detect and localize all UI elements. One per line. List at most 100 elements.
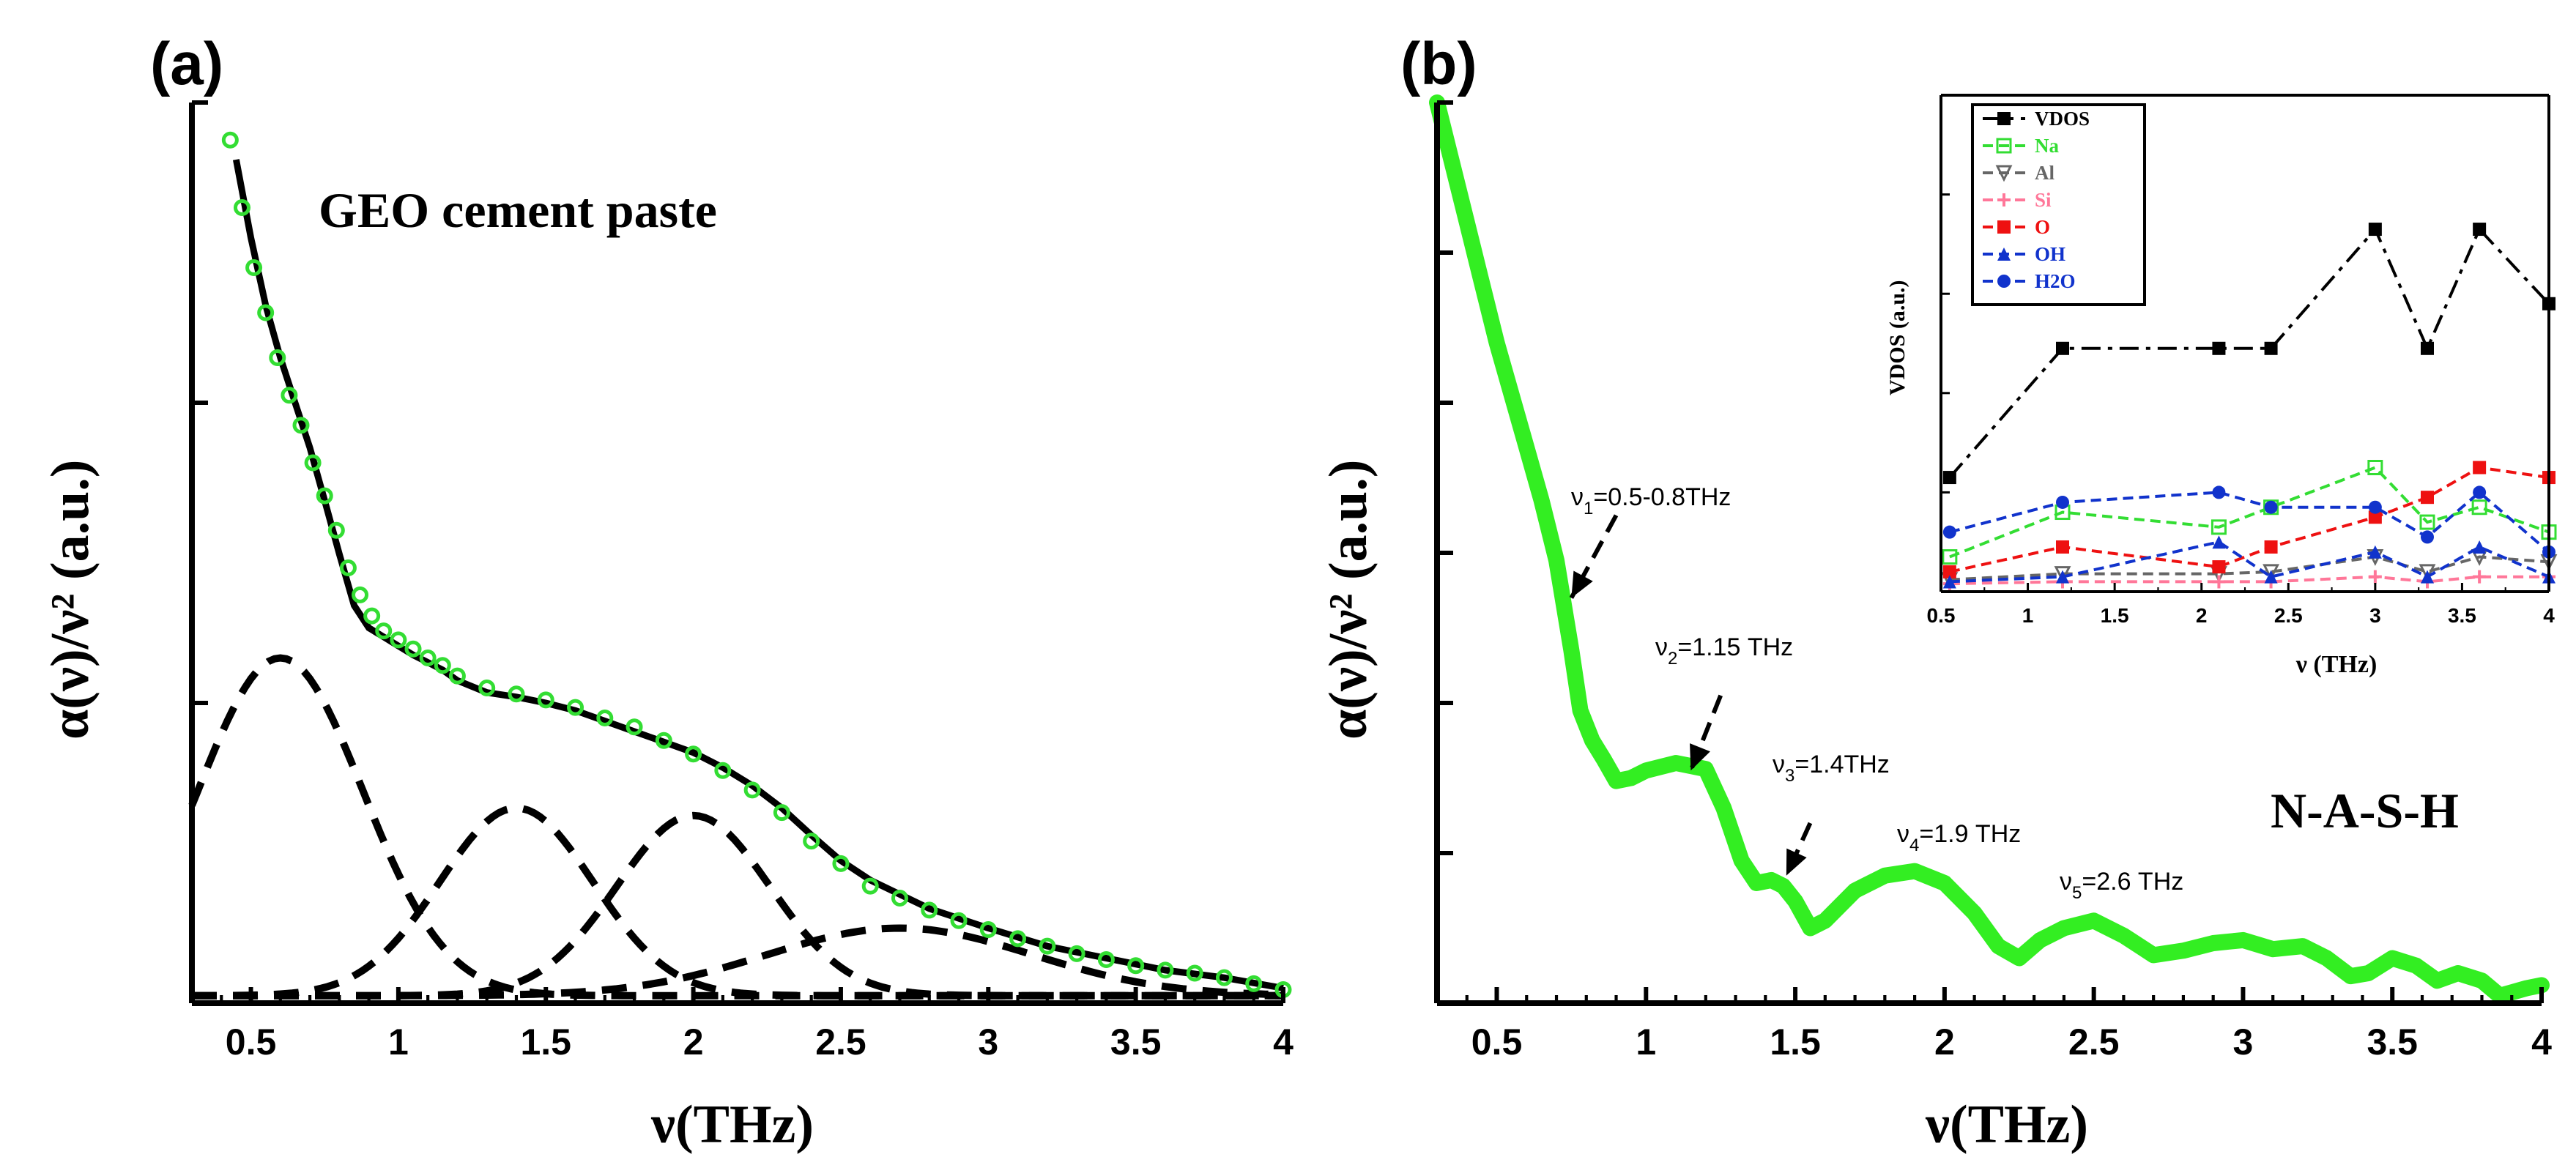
- experimental-point: [1127, 957, 1145, 975]
- experimental-point: [281, 387, 298, 404]
- inset-line-vdos: [1948, 226, 2550, 479]
- chart-title: N-A-S-H: [2271, 783, 2459, 838]
- experimental-point: [861, 877, 879, 895]
- component-curve-peak-4: [192, 924, 1284, 1000]
- x-tick-label: 0.5: [226, 1021, 277, 1063]
- inset-series-group: [1941, 223, 2558, 591]
- experimental-point: [257, 304, 275, 321]
- inset-line-h2o: [1949, 490, 2550, 554]
- experimental-point: [743, 781, 761, 799]
- experimental-point: [434, 657, 451, 674]
- fit-total-line: [232, 159, 1284, 991]
- inset-marker-al: [2054, 566, 2071, 583]
- experimental-point: [1215, 969, 1233, 986]
- x-tick-label: 1.5: [1770, 1021, 1821, 1063]
- inset-marker-oh: [2368, 545, 2382, 559]
- inset-marker-o: [2368, 510, 2382, 524]
- x-tick-label: 4: [2531, 1021, 2552, 1063]
- legend-marker: [1997, 112, 2011, 125]
- inset-marker-o: [2056, 540, 2069, 554]
- legend-label: Al: [2035, 162, 2055, 184]
- experimental-point: [655, 732, 672, 749]
- x-tick-label: 1: [2022, 604, 2034, 627]
- x-tick-label: 2.5: [2068, 1021, 2120, 1063]
- inset-marker-o: [2212, 560, 2226, 574]
- inset-marker-vdos: [2368, 223, 2382, 237]
- legend-marker: [1996, 138, 2012, 154]
- x-tick-label: 1: [388, 1021, 409, 1063]
- panel-a-label: (a): [150, 31, 223, 97]
- series-line-nash: [1429, 94, 2550, 1004]
- experimental-point: [1097, 951, 1115, 969]
- legend-marker: [1997, 275, 2011, 288]
- inset-marker-al: [2263, 564, 2279, 581]
- experimental-point: [921, 901, 938, 919]
- experimental-point: [537, 691, 554, 709]
- inset-legend: VDOS Na Al Si O OH H2O: [1971, 103, 2146, 306]
- annotation-subscript: 4: [1909, 836, 1919, 855]
- annotation-symbol: ν: [1655, 633, 1668, 661]
- experimental-point: [233, 199, 250, 216]
- y-axis-label: α(ν)/ν² (a.u.): [40, 460, 100, 740]
- inset-marker-oh: [2473, 540, 2487, 554]
- inset-marker-h2o: [2421, 530, 2434, 544]
- inset-marker-vdos: [2421, 341, 2434, 355]
- experimental-point: [375, 622, 393, 640]
- series-group: [221, 131, 1292, 999]
- x-tick-label: 4: [2543, 604, 2555, 627]
- experimental-point: [448, 667, 466, 685]
- inset-marker-h2o: [2368, 500, 2382, 514]
- x-tick-label: 3: [2233, 1021, 2254, 1063]
- inset-marker-vdos: [2212, 341, 2226, 355]
- experimental-point: [596, 710, 614, 726]
- panel-a: (a) 0.5 1 1.5 2 2.5 3 3.5 4 GEO cement paste α(…: [40, 31, 1293, 1155]
- experimental-point: [404, 640, 422, 658]
- experimental-point: [352, 586, 369, 603]
- annotation-symbol: ν: [2060, 868, 2072, 896]
- experimental-point: [1068, 945, 1085, 962]
- annotation-text: =0.5-0.8THz: [1593, 483, 1731, 511]
- x-tick-label: 2: [2196, 604, 2208, 627]
- annotation-symbol: ν: [1897, 820, 1909, 848]
- inset-marker-oh: [2264, 570, 2278, 584]
- experimental-point: [327, 521, 345, 539]
- experimental-point: [269, 349, 286, 366]
- inset-line-oh: [1949, 540, 2550, 584]
- series-group: [1429, 94, 2550, 1004]
- annotation-nu3: ν3=1.4THz: [1773, 751, 1890, 786]
- annotation-text: =1.4THz: [1794, 751, 1889, 778]
- annotation-arrowhead-nu1: [1571, 570, 1593, 598]
- experimental-point: [832, 855, 850, 872]
- inset-marker-si: [2473, 570, 2487, 584]
- annotation-text: =1.9 THz: [1919, 820, 2021, 848]
- x-tick-label: 0.5: [1927, 604, 1956, 627]
- annotation-nu2: ν2=1.15 THz: [1655, 633, 1793, 669]
- inset-line-si: [1949, 575, 2549, 586]
- experimental-point: [950, 912, 968, 929]
- component-curve-peak-2: [192, 804, 1283, 1000]
- experimental-point: [221, 131, 239, 149]
- experimental-point: [292, 417, 310, 434]
- x-tick-label: 1: [1636, 1021, 1656, 1063]
- experimental-point: [1245, 975, 1263, 992]
- inset-marker-h2o: [2473, 485, 2487, 499]
- inset-marker-h2o: [2264, 500, 2278, 514]
- x-tick-label: 2.5: [815, 1021, 866, 1063]
- x-tick-label: 0.5: [1471, 1021, 1523, 1063]
- experimental-point: [363, 607, 381, 625]
- annotation-nu4: ν4=1.9 THz: [1897, 820, 2021, 855]
- inset-marker-h2o: [1942, 525, 1956, 539]
- legend-label: O: [2035, 216, 2050, 238]
- x-axis-label: ν(THz): [1925, 1095, 2088, 1155]
- chart-title: GEO cement paste: [319, 182, 717, 238]
- experimental-point: [316, 487, 333, 505]
- x-tick-label: 3.5: [2367, 1021, 2418, 1063]
- x-tick-label: 1.5: [2101, 604, 2129, 627]
- annotation-symbol: ν: [1773, 751, 1785, 778]
- y-axis-label: α(ν)/ν² (a.u.): [1318, 460, 1378, 740]
- inset-y-axis-label: VDOS (a.u.): [1885, 280, 1909, 395]
- experimental-point: [419, 650, 437, 666]
- inset-marker-na: [2211, 519, 2227, 535]
